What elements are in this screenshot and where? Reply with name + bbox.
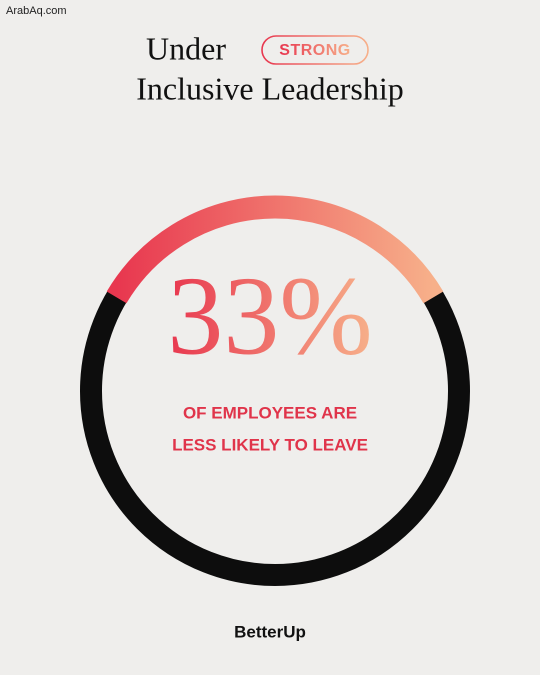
watermark: ArabAq.com [6, 5, 67, 17]
title: Under [146, 30, 226, 66]
donut-segment [106, 195, 444, 304]
value-label: 33% [167, 255, 372, 379]
subtitle: Inclusive Leadership [136, 70, 403, 106]
title-badge: STRONG [279, 42, 350, 59]
caption-line: LESS LIKELY TO LEAVE [172, 435, 368, 454]
badge-outline [261, 35, 369, 65]
brand: BetterUp [234, 622, 306, 641]
caption-line: OF EMPLOYEES ARE [183, 403, 357, 422]
